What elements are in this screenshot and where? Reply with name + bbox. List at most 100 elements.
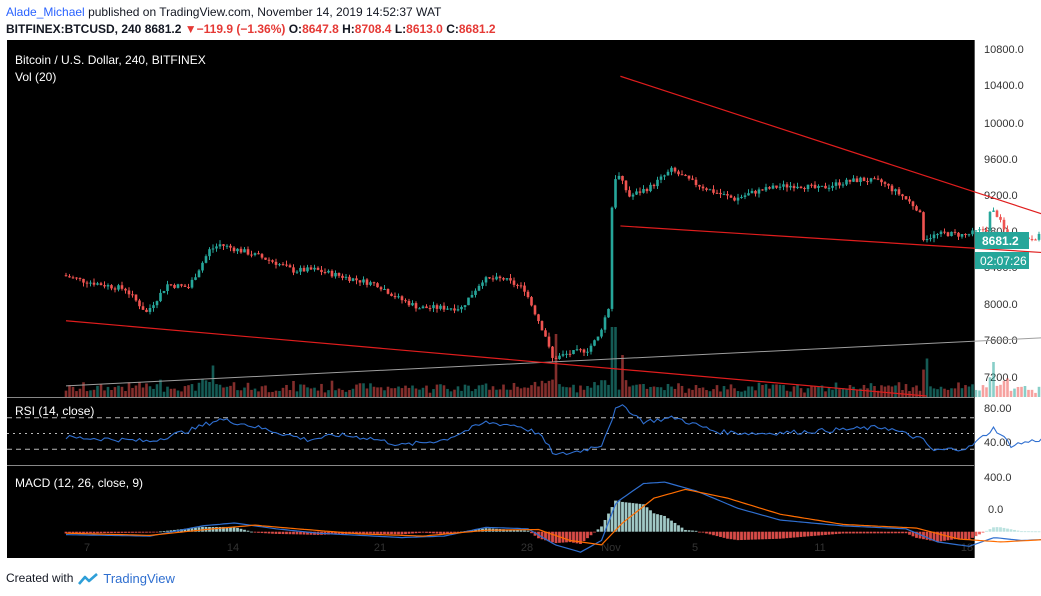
candle-body: [145, 309, 148, 312]
volume-bar: [369, 383, 372, 397]
candle-body: [775, 185, 778, 188]
volume-bar: [82, 382, 85, 397]
candle-body: [309, 267, 313, 270]
time-tick: 28: [521, 542, 533, 554]
volume-bar: [897, 382, 901, 397]
volume-bar: [334, 390, 337, 397]
volume-bar: [299, 384, 302, 397]
macd-histogram-bar: [939, 531, 943, 542]
volume-bar: [407, 387, 411, 397]
volume-bar: [848, 384, 852, 397]
macd-histogram-bar: [894, 531, 897, 534]
candle-body: [138, 300, 141, 307]
macd-histogram-bar: [964, 531, 967, 540]
candle-body: [155, 301, 159, 306]
volume-bar: [978, 390, 981, 397]
rsi-pane[interactable]: [7, 398, 974, 465]
candle-body: [981, 229, 985, 231]
macd-histogram-bar: [719, 531, 722, 537]
candle-body: [404, 300, 407, 302]
candle-body: [995, 210, 999, 217]
time-axis[interactable]: 7 14 21 28 Nov 5 11 18: [84, 542, 973, 554]
volume-bar: [852, 386, 855, 397]
candle-body: [449, 308, 453, 310]
macd-histogram-bar: [68, 531, 71, 534]
volume-bar: [922, 369, 925, 397]
macd-histogram-bar: [957, 531, 960, 539]
macd-histogram-bar: [113, 531, 117, 533]
macd-histogram-bar: [589, 531, 593, 536]
candle-body: [236, 248, 239, 252]
reference-line[interactable]: [65, 333, 1041, 387]
volume-bar: [197, 382, 201, 397]
macd-histogram-bar: [383, 531, 386, 534]
candle-body: [768, 187, 771, 189]
macd-histogram-bar: [306, 531, 309, 535]
volume-bar: [495, 389, 498, 397]
volume-bar: [523, 387, 526, 397]
macd-histogram-bar: [257, 531, 260, 533]
volume-bar: [981, 385, 985, 397]
candle-body: [628, 190, 631, 197]
macd-pane[interactable]: [7, 466, 974, 558]
volume-bar: [376, 387, 379, 397]
volume-bar: [355, 384, 358, 397]
volume-bar: [1023, 386, 1027, 397]
candle-body: [950, 231, 953, 237]
volume-bar: [1013, 388, 1016, 397]
candle-body: [684, 174, 687, 176]
volume-bar: [551, 379, 554, 397]
candle-body: [593, 340, 596, 346]
candle-body: [180, 284, 183, 286]
candle-body: [474, 290, 477, 295]
macd-histogram-bar: [596, 529, 600, 532]
macd-histogram-bar: [453, 531, 456, 533]
candle-body: [663, 175, 666, 177]
tradingview-logo-icon: [78, 572, 99, 585]
macd-histogram-bar: [869, 531, 873, 534]
macd-histogram-bar: [131, 531, 134, 533]
tradingview-brand[interactable]: TradingView: [103, 571, 175, 586]
price-pane[interactable]: [7, 40, 974, 397]
macd-histogram-bar: [785, 531, 789, 539]
candle-body: [211, 248, 215, 250]
volume-bar: [827, 387, 831, 397]
volume-bar: [726, 389, 729, 397]
candle-body: [225, 245, 229, 247]
candle-body: [435, 305, 439, 309]
author-link[interactable]: Alade_Michael: [6, 5, 85, 19]
macd-histogram-bar: [908, 531, 911, 535]
candle-body: [68, 276, 71, 278]
macd-histogram-bar: [372, 531, 376, 534]
volume-bar: [222, 387, 225, 397]
volume-bar: [1009, 390, 1013, 397]
macd-histogram-bar: [992, 527, 995, 532]
trendlines[interactable]: [65, 75, 1041, 397]
macd-histogram-bar: [694, 530, 698, 532]
low-value: 8613.0: [406, 22, 443, 36]
volume-bar: [810, 385, 813, 397]
volume-bar: [365, 388, 369, 397]
volume-bar: [621, 355, 624, 397]
macd-histogram-bar: [855, 531, 859, 534]
macd-histogram-bar: [827, 531, 831, 535]
candle-body: [740, 196, 743, 198]
volume-bar: [414, 388, 418, 397]
candle-body: [477, 285, 481, 291]
candle-body: [295, 271, 299, 273]
macd-histogram-bar: [250, 531, 253, 533]
macd-histogram-bar: [512, 529, 516, 532]
volume-bar: [463, 384, 467, 397]
candle-body: [901, 194, 904, 197]
candle-body: [299, 267, 302, 272]
macd-histogram-bar: [299, 531, 302, 535]
candle-body: [621, 175, 624, 181]
chart-area[interactable]: 10800.0 10400.0 10000.0 9600.0 9200.0 88…: [0, 40, 1041, 563]
volume-bar: [985, 387, 988, 397]
candle-body: [929, 238, 932, 240]
macd-histogram-bar: [334, 531, 337, 535]
candle-body: [789, 185, 792, 188]
volume-bar: [397, 386, 400, 397]
macd-histogram-bar: [64, 531, 68, 534]
volume-bar: [225, 386, 229, 397]
